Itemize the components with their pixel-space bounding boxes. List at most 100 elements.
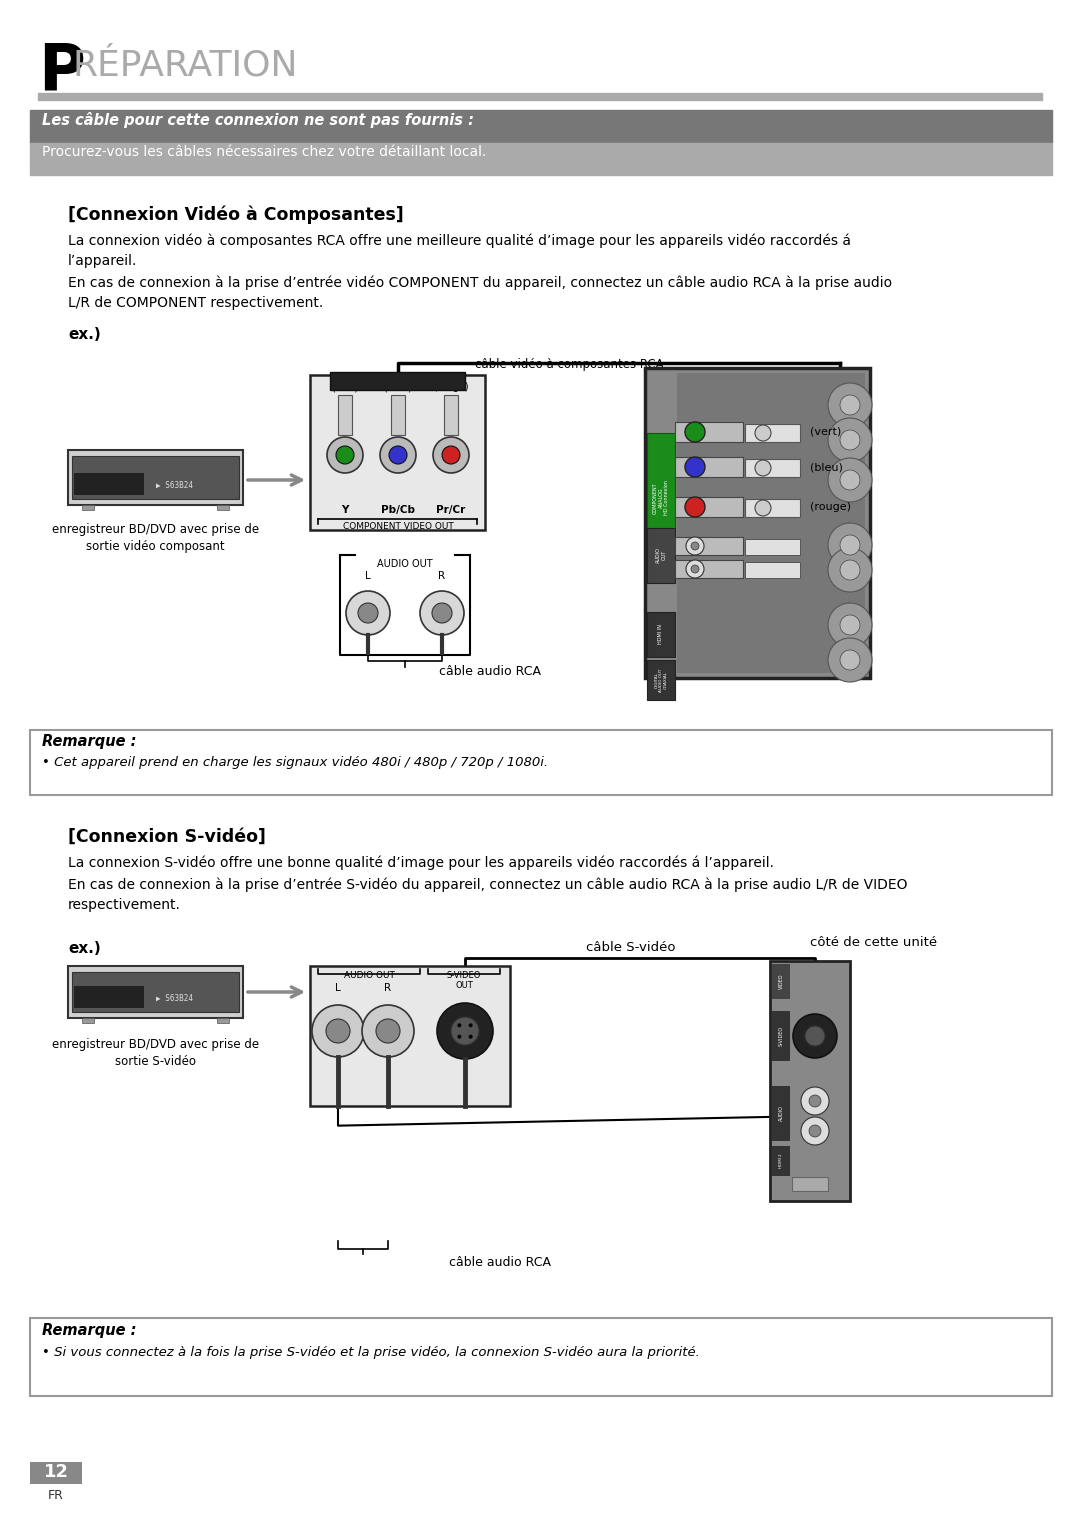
Text: câble vidéo à composantes RCA: câble vidéo à composantes RCA <box>475 359 663 371</box>
Bar <box>82 505 94 510</box>
Text: Pb/Cb: Pb/Cb <box>381 505 415 514</box>
Circle shape <box>312 1006 364 1058</box>
Bar <box>647 433 675 563</box>
Text: HDMI IN: HDMI IN <box>659 624 663 644</box>
Bar <box>675 456 743 478</box>
Circle shape <box>326 1019 350 1042</box>
Circle shape <box>691 542 699 549</box>
Text: HDMI 2: HDMI 2 <box>779 1154 783 1169</box>
FancyBboxPatch shape <box>30 1318 1052 1396</box>
Bar <box>770 961 850 1201</box>
Bar <box>745 562 800 578</box>
Circle shape <box>336 446 354 464</box>
Circle shape <box>755 501 771 516</box>
Bar <box>745 424 800 443</box>
Text: enregistreur BD/DVD avec prise de
sortie vidéo composant: enregistreur BD/DVD avec prise de sortie… <box>52 523 259 552</box>
Text: AUDIO OUT: AUDIO OUT <box>343 971 394 980</box>
Bar <box>444 395 458 435</box>
Circle shape <box>828 638 872 682</box>
Text: AUDIO: AUDIO <box>779 1105 783 1122</box>
Circle shape <box>420 591 464 635</box>
Circle shape <box>755 459 771 476</box>
Text: (bleu): (bleu) <box>810 462 842 472</box>
Text: R: R <box>384 983 392 993</box>
Bar <box>675 497 743 517</box>
Circle shape <box>469 1024 473 1027</box>
Circle shape <box>805 1025 825 1045</box>
Text: S-VIDEO: S-VIDEO <box>779 1025 783 1045</box>
Text: 12: 12 <box>43 1463 68 1482</box>
Circle shape <box>828 458 872 502</box>
Text: La connexion vidéo à composantes RCA offre une meilleure qualité d’image pour le: La connexion vidéo à composantes RCA off… <box>68 233 892 310</box>
Circle shape <box>801 1087 829 1116</box>
Circle shape <box>840 430 860 450</box>
Text: ex.): ex.) <box>68 327 100 342</box>
Bar <box>217 505 229 510</box>
Bar <box>645 368 870 678</box>
Bar <box>82 1018 94 1022</box>
Text: RÉPARATION: RÉPARATION <box>72 47 297 82</box>
Bar <box>72 456 239 499</box>
Text: L: L <box>335 983 341 993</box>
Bar <box>677 372 865 673</box>
Circle shape <box>686 537 704 555</box>
Text: L: L <box>365 571 370 581</box>
Bar <box>745 459 800 478</box>
Text: • Cet appareil prend en charge les signaux vidéo 480i / 480p / 720p / 1080i.: • Cet appareil prend en charge les signa… <box>42 755 549 769</box>
Circle shape <box>691 565 699 572</box>
Circle shape <box>469 1035 473 1039</box>
Bar <box>30 143 1052 175</box>
Circle shape <box>840 470 860 490</box>
Text: (vert): (vert) <box>332 382 359 392</box>
Circle shape <box>828 548 872 592</box>
Circle shape <box>793 1013 837 1058</box>
Bar <box>310 966 510 1106</box>
Circle shape <box>362 1006 414 1058</box>
Text: (rouge): (rouge) <box>433 382 469 392</box>
Circle shape <box>828 603 872 647</box>
Text: enregistreur BD/DVD avec prise de
sortie S-vidéo: enregistreur BD/DVD avec prise de sortie… <box>52 1038 259 1068</box>
Text: Les câble pour cette connexion ne sont pas fournis :: Les câble pour cette connexion ne sont p… <box>42 111 474 128</box>
Circle shape <box>840 536 860 555</box>
Circle shape <box>828 523 872 568</box>
Bar <box>647 661 675 700</box>
Text: (vert): (vert) <box>810 427 841 436</box>
Circle shape <box>389 446 407 464</box>
Text: Pr/Cr: Pr/Cr <box>436 505 465 514</box>
Bar <box>675 423 743 443</box>
Bar <box>217 1018 229 1022</box>
Circle shape <box>457 1024 461 1027</box>
Circle shape <box>433 436 469 473</box>
Bar <box>391 395 405 435</box>
Circle shape <box>840 650 860 670</box>
Text: AUDIO
OUT: AUDIO OUT <box>656 546 666 563</box>
Text: (rouge): (rouge) <box>810 502 851 513</box>
Text: AUDIO OUT: AUDIO OUT <box>377 559 433 569</box>
Bar <box>647 528 675 583</box>
Circle shape <box>685 423 705 443</box>
Text: ▶ S63B24: ▶ S63B24 <box>156 481 193 490</box>
Circle shape <box>357 603 378 623</box>
Text: câble S-vidéo: câble S-vidéo <box>586 942 675 954</box>
Bar <box>30 1462 82 1483</box>
Circle shape <box>809 1125 821 1137</box>
Circle shape <box>437 1003 492 1059</box>
FancyBboxPatch shape <box>30 729 1052 795</box>
Circle shape <box>809 1096 821 1106</box>
Bar <box>745 539 800 555</box>
Bar <box>772 1012 789 1061</box>
Text: côté de cette unité: côté de cette unité <box>810 935 937 949</box>
Bar <box>68 966 243 1018</box>
Bar <box>675 560 743 578</box>
Text: R: R <box>438 571 446 581</box>
Text: Remarque :: Remarque : <box>42 734 136 749</box>
Bar <box>30 110 1052 143</box>
Circle shape <box>685 497 705 517</box>
Circle shape <box>828 418 872 462</box>
Circle shape <box>755 426 771 441</box>
Bar <box>68 450 243 505</box>
Circle shape <box>685 456 705 478</box>
Circle shape <box>327 436 363 473</box>
Circle shape <box>451 1016 480 1045</box>
Circle shape <box>801 1117 829 1144</box>
